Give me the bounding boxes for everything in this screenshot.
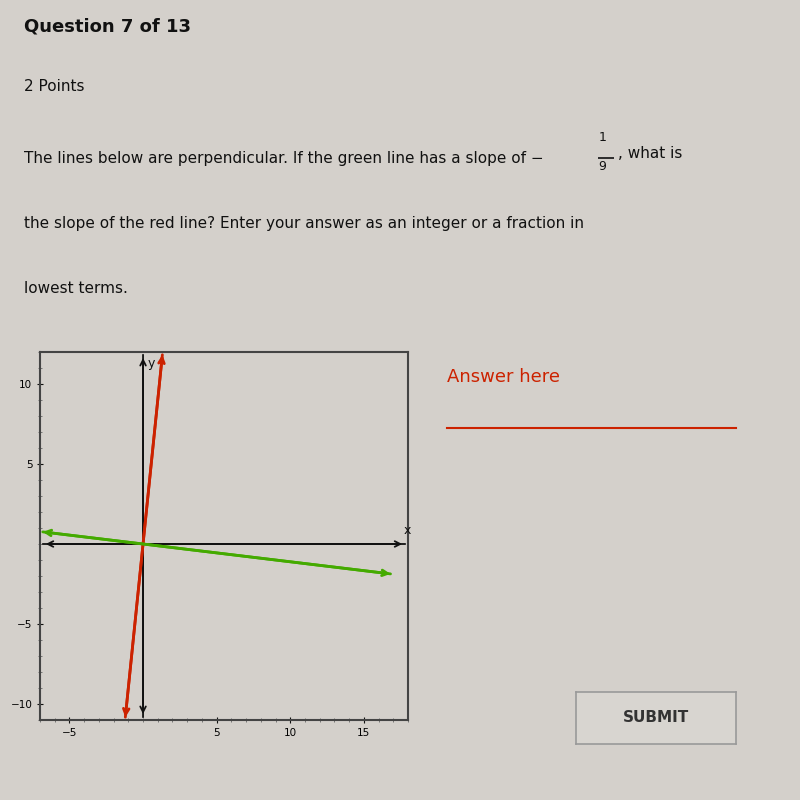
- Text: , what is: , what is: [618, 146, 682, 162]
- Text: the slope of the red line? Enter your answer as an integer or a fraction in: the slope of the red line? Enter your an…: [24, 216, 584, 231]
- Text: SUBMIT: SUBMIT: [623, 710, 689, 726]
- Text: y: y: [147, 357, 155, 370]
- Text: Answer here: Answer here: [446, 368, 560, 386]
- Text: 1: 1: [598, 131, 606, 144]
- Text: x: x: [403, 524, 411, 537]
- Text: Question 7 of 13: Question 7 of 13: [24, 18, 191, 36]
- Text: 9: 9: [598, 160, 606, 173]
- Text: The lines below are perpendicular. If the green line has a slope of −: The lines below are perpendicular. If th…: [24, 151, 544, 166]
- Text: 2 Points: 2 Points: [24, 79, 85, 94]
- Text: lowest terms.: lowest terms.: [24, 281, 128, 296]
